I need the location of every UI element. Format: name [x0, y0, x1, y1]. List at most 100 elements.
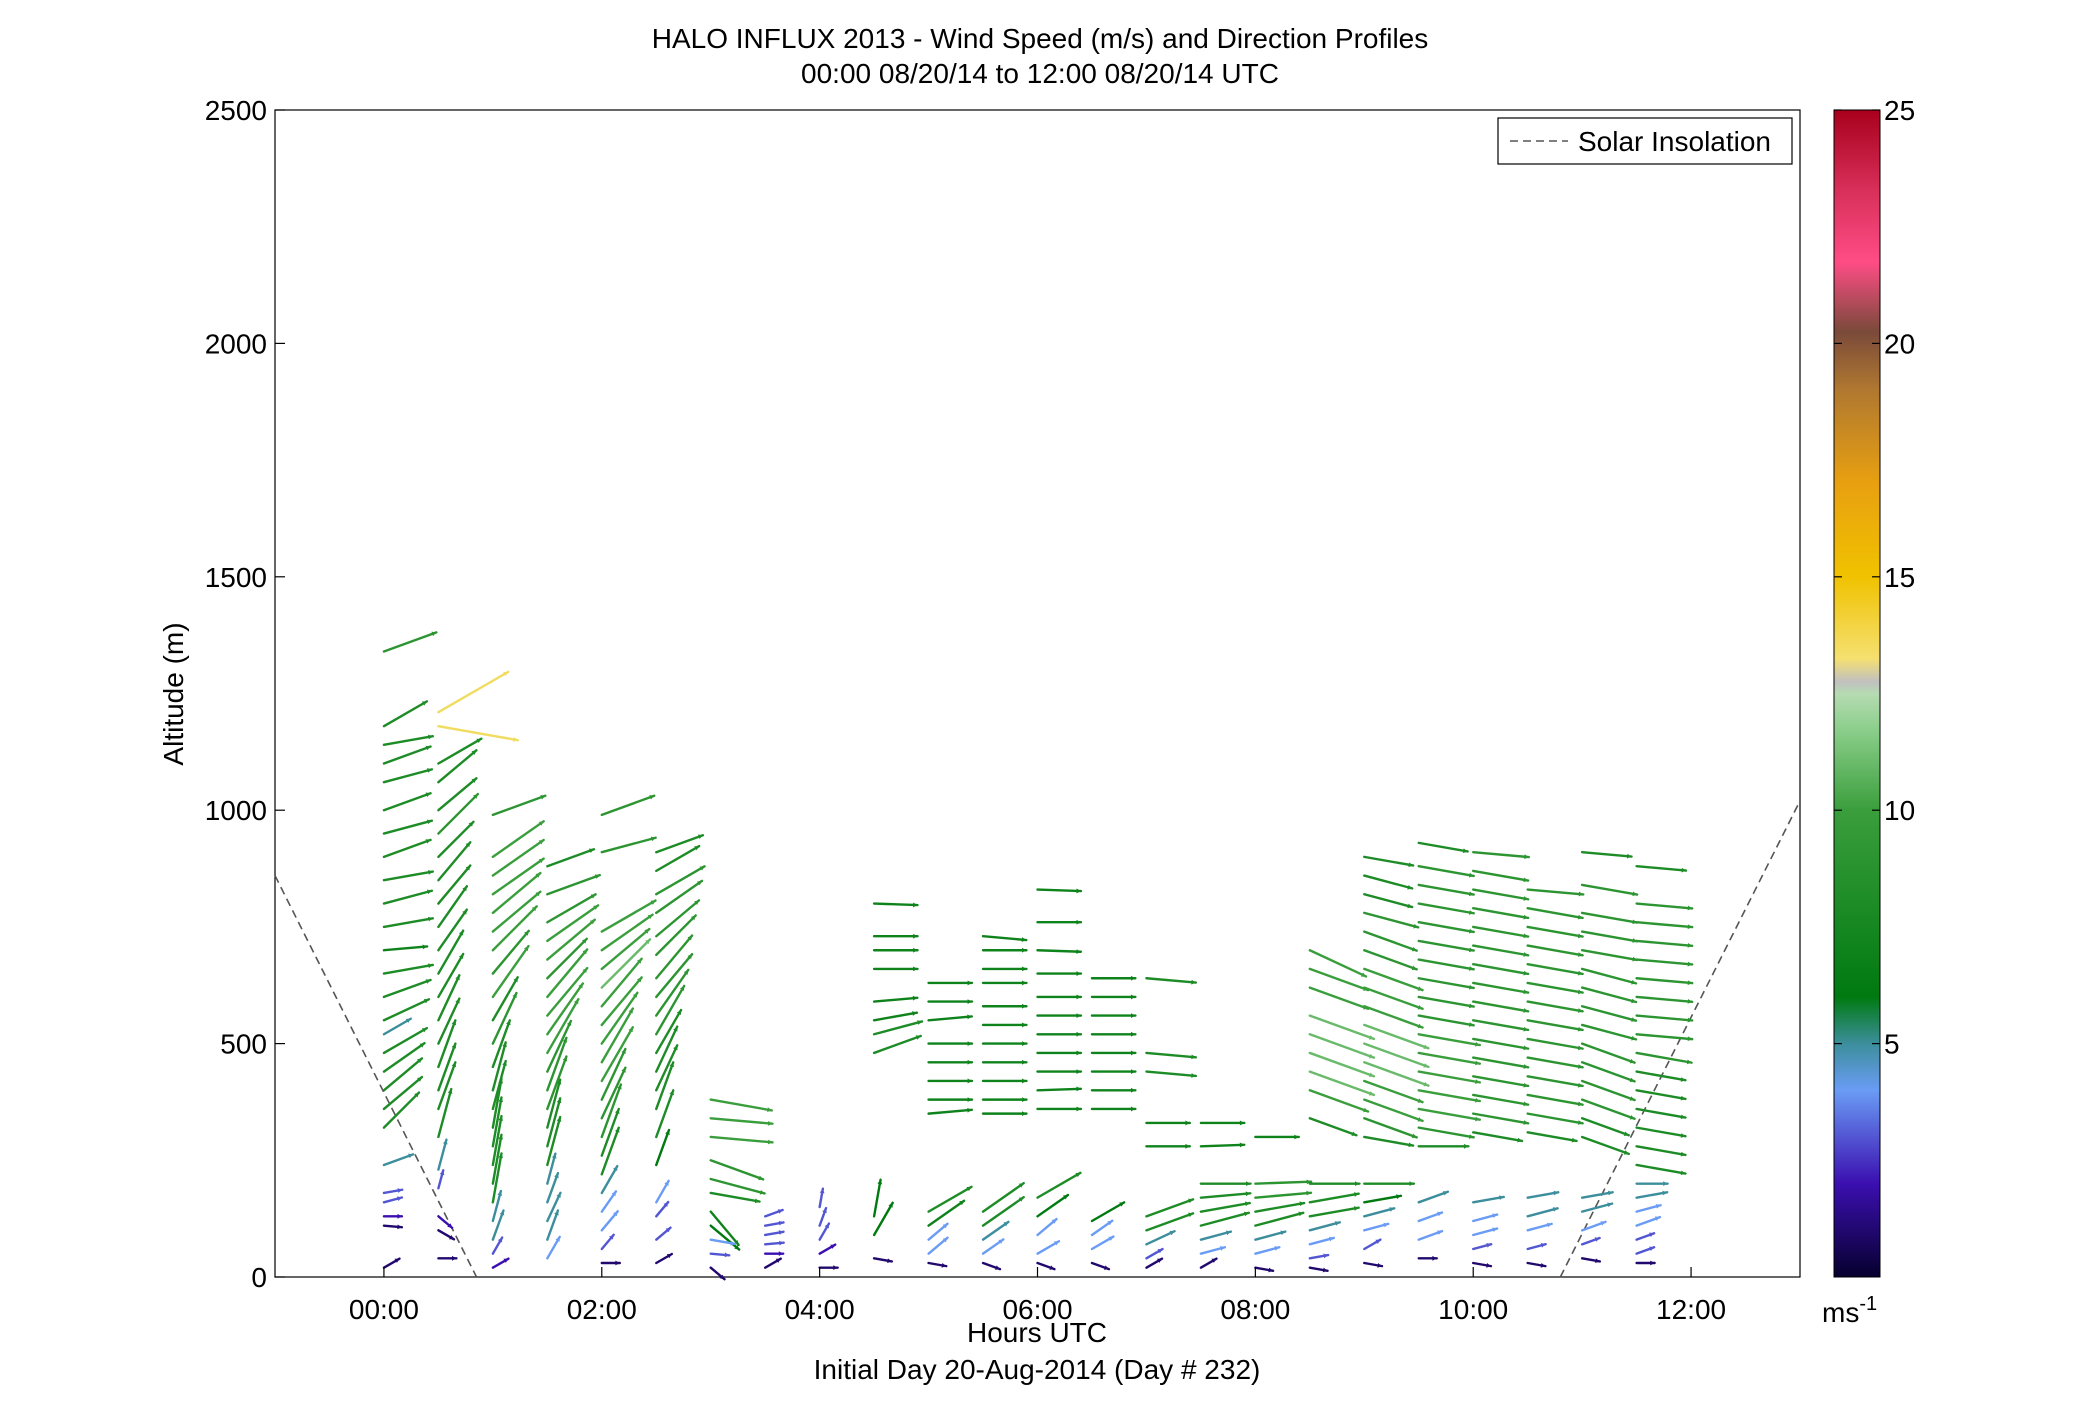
wind-vector — [1363, 1117, 1418, 1139]
wind-vector — [546, 966, 589, 1017]
colorbar-tick-label: 10 — [1884, 795, 1915, 826]
wind-vector — [546, 1191, 562, 1223]
colorbar-unit-label: ms-1 — [1822, 1293, 1877, 1328]
wind-vector — [655, 1200, 670, 1218]
wind-vector — [382, 998, 431, 1022]
wind-vector — [437, 1019, 457, 1069]
wind-vector — [1199, 1257, 1218, 1269]
wind-vector — [1254, 1230, 1287, 1241]
wind-vector — [1090, 1235, 1115, 1251]
wind-vector — [1635, 902, 1694, 911]
wind-vector — [1308, 1221, 1341, 1232]
wind-vector — [927, 999, 974, 1004]
wind-vector — [1308, 1089, 1370, 1113]
wind-vector — [1580, 1190, 1614, 1199]
wind-vector — [382, 1091, 421, 1129]
wind-vector — [1472, 1261, 1493, 1268]
wind-vector — [872, 902, 919, 908]
wind-vector — [1090, 1219, 1114, 1237]
wind-vector — [1308, 1181, 1361, 1187]
wind-vector — [655, 1061, 675, 1111]
wind-vector — [1417, 1255, 1438, 1261]
wind-vector — [1526, 925, 1584, 939]
wind-vector — [437, 1138, 448, 1171]
wind-vector — [1145, 1198, 1195, 1218]
wind-vector — [655, 1089, 675, 1139]
colorbar-unit-exponent: -1 — [1859, 1293, 1877, 1315]
wind-vector — [1090, 1050, 1137, 1056]
wind-vector — [709, 1191, 761, 1204]
wind-vector — [763, 1251, 785, 1257]
wind-vector — [1580, 1042, 1636, 1064]
wind-vector — [1417, 1107, 1482, 1122]
wind-vector — [491, 1133, 504, 1185]
wind-vector — [1635, 995, 1694, 1004]
wind-vector — [1472, 1075, 1530, 1088]
wind-vector — [1635, 1204, 1662, 1213]
wind-vector — [1254, 1190, 1313, 1199]
wind-vector — [600, 899, 657, 933]
wind-vector — [491, 929, 530, 975]
wind-vector — [1635, 1181, 1669, 1187]
wind-vector — [1526, 1207, 1559, 1218]
wind-vector — [1472, 1093, 1530, 1107]
wind-vector — [927, 1185, 973, 1213]
wind-vector — [1580, 883, 1639, 897]
wind-vector — [437, 820, 475, 859]
wind-vector — [1363, 1042, 1430, 1069]
wind-vector — [1363, 930, 1418, 952]
wind-vector — [1308, 949, 1368, 978]
wind-vector — [1635, 939, 1694, 948]
wind-vector — [1199, 1246, 1227, 1255]
wind-vector — [981, 1078, 1028, 1084]
wind-vector — [437, 670, 510, 714]
wind-vector — [1199, 1191, 1252, 1199]
wind-vector — [1472, 1242, 1493, 1251]
wind-vector — [1363, 1135, 1415, 1148]
plot-area — [274, 109, 1801, 1278]
y-tick-label: 500 — [220, 1029, 267, 1060]
wind-vector — [437, 885, 469, 929]
wind-vector — [600, 1126, 620, 1176]
wind-vector — [382, 838, 432, 859]
wind-vector — [818, 1265, 839, 1271]
wind-vector — [1090, 1201, 1126, 1223]
wind-vector — [1580, 986, 1638, 1004]
wind-vector — [546, 918, 597, 961]
wind-vector — [1254, 1266, 1275, 1273]
wind-vector — [927, 1041, 974, 1046]
wind-vector — [1090, 1106, 1137, 1112]
wind-vector — [1635, 977, 1694, 986]
wind-vector — [818, 1187, 825, 1209]
wind-vector — [1635, 1246, 1656, 1255]
wind-vector — [382, 1075, 424, 1111]
wind-vector — [655, 952, 694, 999]
wind-vector — [546, 904, 600, 943]
wind-vector — [655, 914, 697, 957]
x-tick-label: 02:00 — [567, 1294, 637, 1325]
wind-vector — [763, 1230, 785, 1237]
wind-vector — [709, 1224, 741, 1251]
wind-vector — [1145, 1230, 1176, 1246]
wind-vector — [1526, 944, 1584, 957]
wind-vector — [1472, 1227, 1499, 1237]
colorbar-tick-label: 15 — [1884, 562, 1915, 593]
wind-vector — [1580, 1023, 1638, 1041]
wind-vector — [382, 1257, 401, 1269]
wind-vector — [382, 1213, 404, 1219]
wind-vector — [981, 947, 1028, 953]
colorbar-tick-label: 25 — [1884, 95, 1915, 126]
wind-vector — [1036, 1240, 1061, 1255]
wind-vector — [382, 963, 434, 975]
wind-vector — [927, 1078, 974, 1084]
wind-vector — [382, 1026, 429, 1055]
wind-vector — [600, 1047, 627, 1101]
wind-vector — [1417, 1229, 1444, 1241]
wind-vector — [546, 1171, 560, 1204]
wind-vector — [437, 724, 519, 742]
wind-vector — [1526, 1131, 1578, 1143]
wind-vector — [437, 1229, 456, 1241]
wind-vector — [1363, 1207, 1396, 1218]
wind-vector — [437, 1042, 457, 1092]
wind-vector — [927, 1107, 974, 1115]
